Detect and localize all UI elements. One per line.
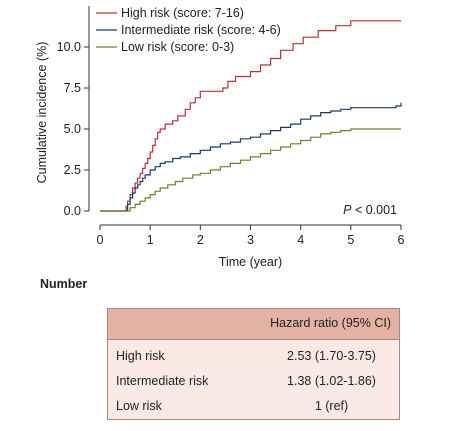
series-line (100, 102, 402, 212)
hazard-ratio-table: Hazard ratio (95% CI) High risk 2.53 (1.… (107, 308, 400, 420)
y-tick-label: 2.5 (64, 163, 81, 177)
table-header-label: Hazard ratio (95% CI) (270, 316, 391, 330)
x-tick-label: 5 (347, 233, 354, 247)
table-row: High risk 2.53 (1.70-3.75) (108, 345, 399, 369)
x-tick-label: 1 (147, 233, 154, 247)
number-label: Number (40, 277, 88, 291)
x-axis-label: Time (year) (219, 255, 282, 269)
series-line (100, 20, 401, 212)
x-tick-label: 4 (297, 233, 304, 247)
y-tick-label: 7.5 (64, 81, 81, 95)
y-tick-label: 0.0 (64, 204, 81, 218)
table-header: Hazard ratio (95% CI) (108, 309, 399, 340)
legend-label: Low risk (score: 0-3) (121, 40, 234, 54)
y-axis-label: Cumulative incidence (%) (35, 42, 49, 184)
y-tick-label: 5.0 (64, 122, 81, 136)
x-tick-label: 0 (97, 233, 104, 247)
chart-series (100, 20, 402, 212)
row-value: 1.38 (1.02-1.86) (287, 374, 376, 388)
chart-axes: 0.0 2.5 5.0 7.5 10.0 0 1 2 3 4 5 6 Time (year) Cumula… (35, 6, 405, 269)
y-tick-label: 10.0 (57, 40, 81, 54)
x-tick-label: 3 (247, 233, 254, 247)
cumulative-incidence-chart: 0.0 2.5 5.0 7.5 10.0 0 1 2 3 4 5 6 Time (year) Cumula… (35, 6, 405, 269)
row-label: Low risk (116, 399, 162, 413)
row-label: High risk (116, 349, 165, 363)
chart-legend: High risk (score: 7-16) Intermediate risk… (96, 6, 281, 54)
row-label: Intermediate risk (116, 374, 209, 388)
legend-label: High risk (score: 7-16) (121, 6, 244, 20)
table-row: Intermediate risk 1.38 (1.02-1.86) (108, 370, 399, 394)
p-value-annotation: P < 0.001 (343, 203, 397, 217)
table-row: Low risk 1 (ref) (108, 395, 399, 419)
row-value: 2.53 (1.70-3.75) (287, 349, 376, 363)
series-line (100, 128, 401, 212)
x-tick-label: 6 (398, 233, 405, 247)
row-value: 1 (ref) (314, 399, 349, 413)
x-tick-label: 2 (197, 233, 204, 247)
legend-label: Intermediate risk (score: 4-6) (121, 23, 281, 37)
